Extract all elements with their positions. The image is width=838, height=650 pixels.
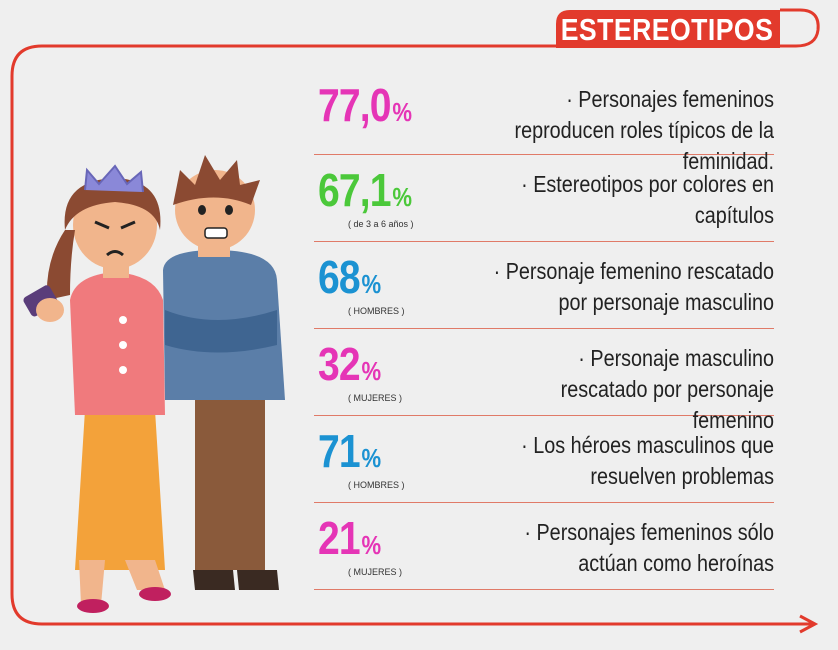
stat-description: · Personaje masculino rescatado por pers… bbox=[560, 345, 774, 433]
stat-value: 71% bbox=[318, 425, 381, 477]
stat-row: 32% ( MUJERES ) · Personaje masculino re… bbox=[314, 329, 774, 433]
stats-list: 77,0% · Personajes femeninos reproducen … bbox=[314, 70, 774, 590]
stat-value: 68% bbox=[318, 251, 381, 303]
stat-note: ( de 3 a 6 años ) bbox=[348, 219, 414, 229]
stat-value: 67,1% bbox=[318, 164, 412, 216]
boy-figure bbox=[163, 155, 285, 590]
stat-value: 32% bbox=[318, 338, 381, 390]
percent-sign: % bbox=[361, 356, 381, 386]
percent-sign: % bbox=[361, 269, 381, 299]
percent-sign: % bbox=[361, 530, 381, 560]
page-title: ESTEREOTIPOS bbox=[560, 12, 774, 47]
stat-description: · Estereotipos por colores en capítulos bbox=[521, 171, 774, 228]
title-tab-bg bbox=[556, 10, 780, 48]
arrow-right-icon bbox=[799, 614, 819, 634]
kids-illustration bbox=[23, 155, 285, 613]
percent-sign: % bbox=[392, 97, 412, 127]
stat-value: 77,0% bbox=[318, 79, 412, 131]
stat-description: · Los héroes masculinos que resuelven pr… bbox=[521, 432, 774, 489]
percent-sign: % bbox=[392, 182, 412, 212]
stat-note: ( MUJERES ) bbox=[348, 567, 402, 577]
girl-figure bbox=[23, 164, 171, 613]
stat-note: ( HOMBRES ) bbox=[348, 306, 405, 316]
stat-note: ( MUJERES ) bbox=[348, 393, 402, 403]
stat-note: ( HOMBRES ) bbox=[348, 480, 405, 490]
stat-row: 67,1% ( de 3 a 6 años ) · Estereotipos p… bbox=[314, 155, 774, 242]
stat-description: · Personajes femeninos reproducen roles … bbox=[514, 86, 774, 174]
stat-value: 21% bbox=[318, 512, 381, 564]
percent-sign: % bbox=[361, 443, 381, 473]
stat-description: · Personajes femeninos sólo actúan como … bbox=[524, 519, 774, 576]
stat-row: 68% ( HOMBRES ) · Personaje femenino res… bbox=[314, 242, 774, 329]
stat-row: 21% ( MUJERES ) · Personajes femeninos s… bbox=[314, 503, 774, 590]
stat-row: 77,0% · Personajes femeninos reproducen … bbox=[314, 70, 774, 174]
stat-description: · Personaje femenino rescatado por perso… bbox=[493, 258, 774, 315]
stat-row: 71% ( HOMBRES ) · Los héroes masculinos … bbox=[314, 416, 774, 503]
